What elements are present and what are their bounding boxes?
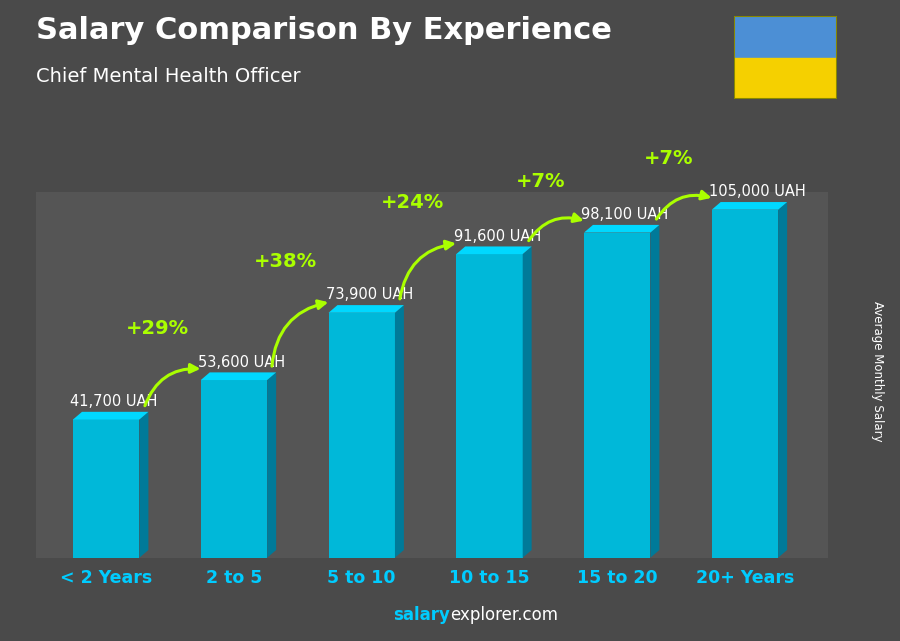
Polygon shape [456, 246, 532, 254]
Polygon shape [140, 412, 148, 558]
Polygon shape [456, 254, 523, 558]
Text: salary: salary [393, 606, 450, 624]
Text: 53,600 UAH: 53,600 UAH [198, 354, 285, 370]
Polygon shape [584, 233, 651, 558]
Text: 98,100 UAH: 98,100 UAH [581, 207, 669, 222]
Polygon shape [73, 412, 148, 419]
Text: +7%: +7% [516, 172, 565, 191]
Polygon shape [584, 225, 660, 233]
Text: 105,000 UAH: 105,000 UAH [709, 184, 806, 199]
Polygon shape [201, 380, 267, 558]
Polygon shape [395, 305, 404, 558]
Text: Chief Mental Health Officer: Chief Mental Health Officer [36, 67, 301, 87]
Text: +24%: +24% [382, 194, 445, 212]
Bar [734, 16, 837, 58]
Text: 73,900 UAH: 73,900 UAH [326, 287, 413, 303]
Polygon shape [267, 372, 276, 558]
Text: 41,700 UAH: 41,700 UAH [70, 394, 158, 409]
Polygon shape [201, 372, 276, 380]
Text: +38%: +38% [254, 252, 317, 271]
Polygon shape [712, 210, 778, 558]
Polygon shape [523, 246, 532, 558]
Text: +7%: +7% [644, 149, 693, 168]
Bar [734, 58, 837, 99]
Polygon shape [328, 313, 395, 558]
Text: Average Monthly Salary: Average Monthly Salary [871, 301, 884, 442]
Text: 91,600 UAH: 91,600 UAH [454, 229, 541, 244]
Text: explorer.com: explorer.com [450, 606, 558, 624]
Polygon shape [712, 202, 788, 210]
Polygon shape [778, 202, 788, 558]
Text: Salary Comparison By Experience: Salary Comparison By Experience [36, 16, 612, 45]
Text: +29%: +29% [126, 319, 189, 338]
Polygon shape [651, 225, 660, 558]
Polygon shape [328, 305, 404, 313]
Polygon shape [73, 419, 140, 558]
